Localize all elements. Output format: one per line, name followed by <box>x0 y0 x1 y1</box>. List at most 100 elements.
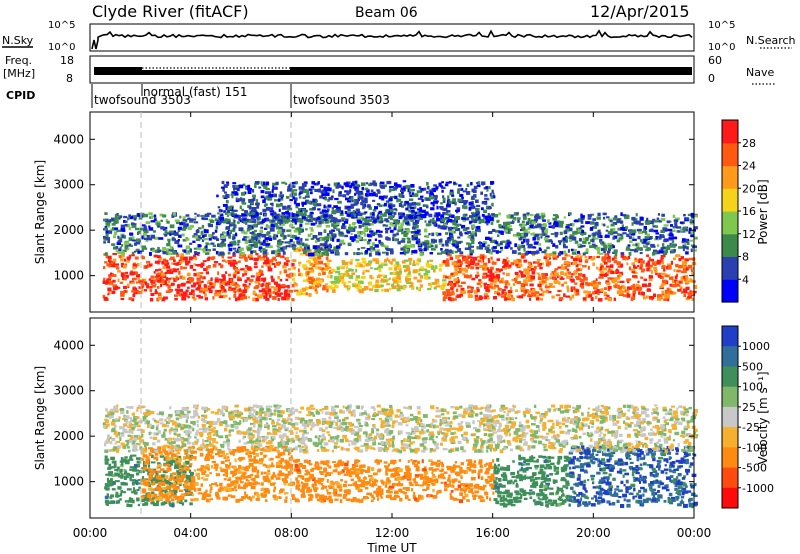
power-cell-0 <box>188 277 193 281</box>
power-cell-4 <box>652 218 656 222</box>
power-cell-0 <box>285 296 290 300</box>
power-cell-4 <box>226 231 229 235</box>
power-cell-3 <box>485 287 488 291</box>
power-cell-0 <box>234 260 239 263</box>
power-cell-2 <box>347 285 351 288</box>
power-cell-4 <box>274 249 280 253</box>
power-cell-5 <box>337 200 342 204</box>
power-cell-3 <box>496 258 501 261</box>
power-cell-3 <box>617 291 622 295</box>
power-cell-3 <box>606 265 611 268</box>
power-cell-5 <box>416 190 421 194</box>
power-cell-0 <box>238 256 244 259</box>
power-cell-3 <box>600 263 603 267</box>
power-cell-5 <box>411 212 415 216</box>
power-cell-4 <box>471 240 475 244</box>
noise-right-tick-bottom: 10^0 <box>708 42 735 53</box>
power-cell-0 <box>184 258 187 263</box>
power-cell-2 <box>386 257 389 261</box>
power-cell-3 <box>661 259 664 264</box>
power-cell-5 <box>248 220 252 223</box>
power-cell-5 <box>396 198 400 203</box>
power-cell-3 <box>476 262 480 266</box>
power-cell-5 <box>401 195 405 198</box>
power-cell-3 <box>453 283 457 287</box>
power-cell-0 <box>120 293 125 297</box>
power-cell-3 <box>450 287 454 291</box>
velocity-cell-0 <box>124 500 129 503</box>
power-cell-5 <box>236 215 242 218</box>
power-cell-3 <box>627 256 631 260</box>
power-cell-4 <box>328 243 332 247</box>
velocity-cell-0 <box>104 461 109 465</box>
power-cell-4 <box>556 220 561 224</box>
power-cell-5 <box>408 192 411 195</box>
velocity-cell-1 <box>193 450 197 454</box>
power-cell-5 <box>341 185 344 190</box>
power-cell-4 <box>665 247 671 251</box>
power-cell-5 <box>429 190 432 194</box>
power-cell-4 <box>559 220 564 225</box>
power-cell-4 <box>127 223 131 228</box>
power-cell-3 <box>535 261 540 264</box>
power-cell-5 <box>446 204 451 208</box>
power-cell-5 <box>455 209 460 212</box>
power-cell-3 <box>635 283 639 288</box>
power-cell-4 <box>319 243 325 246</box>
power-cell-3 <box>449 298 454 301</box>
power-cell-4 <box>628 236 632 240</box>
power-cell-5 <box>458 184 462 187</box>
power-cell-2 <box>413 276 418 280</box>
power-cell-4 <box>278 247 283 251</box>
power-cell-4 <box>342 242 346 245</box>
power-cell-4 <box>381 244 386 247</box>
velocity-cell-0 <box>110 500 114 503</box>
power-cell-4 <box>177 239 180 242</box>
power-cell-3 <box>657 297 662 301</box>
power-cell-0 <box>161 279 165 283</box>
power-cell-4 <box>621 224 624 228</box>
power-cell-4 <box>177 229 181 232</box>
power-colorbar-swatch <box>722 211 738 235</box>
power-cell-2 <box>430 284 433 288</box>
power-cell-3 <box>599 290 603 293</box>
power-cell-5 <box>254 207 257 211</box>
power-cell-3 <box>461 267 467 272</box>
power-cell-4 <box>304 222 310 225</box>
power-cell-4 <box>215 225 218 230</box>
power-cell-3 <box>566 269 570 274</box>
velocity-cell-1 <box>165 497 170 500</box>
power-cell-4 <box>563 245 568 249</box>
power-cell-5 <box>444 183 449 187</box>
power-cell-0 <box>108 280 114 285</box>
power-cell-4 <box>452 241 455 244</box>
power-cell-4 <box>135 248 140 252</box>
power-cell-4 <box>467 246 472 251</box>
power-cell-4 <box>589 227 594 231</box>
power-cell-3 <box>555 294 561 297</box>
power-cell-4 <box>540 226 545 231</box>
power-cell-5 <box>401 204 404 208</box>
power-cell-4 <box>525 238 530 243</box>
velocity-cell-0 <box>110 456 115 461</box>
power-cell-4 <box>342 223 346 226</box>
power-cell-4 <box>103 235 107 239</box>
power-cell-4 <box>663 224 669 227</box>
power-cell-2 <box>389 272 393 275</box>
power-cell-2 <box>380 281 383 284</box>
power-cell-2 <box>343 283 346 286</box>
power-cell-3 <box>633 288 638 291</box>
velocity-cell-0 <box>168 500 171 504</box>
power-cell-1 <box>305 286 309 291</box>
power-cell-5 <box>354 203 358 206</box>
power-cell-2 <box>408 277 411 281</box>
power-cell-4 <box>506 239 510 243</box>
power-cell-3 <box>577 263 582 266</box>
power-cell-0 <box>161 260 166 265</box>
power-cell-3 <box>450 272 455 276</box>
power-cell-4 <box>445 241 448 246</box>
power-cell-4 <box>231 222 236 227</box>
power-cell-3 <box>671 279 675 284</box>
power-cell-5 <box>293 200 297 205</box>
